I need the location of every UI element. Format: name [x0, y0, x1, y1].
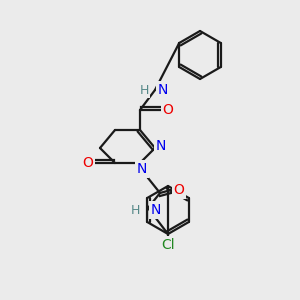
- Text: H: H: [139, 83, 149, 97]
- Text: N: N: [156, 139, 166, 153]
- Text: H: H: [130, 203, 140, 217]
- Text: O: O: [174, 183, 184, 197]
- Text: O: O: [82, 156, 93, 170]
- Text: N: N: [151, 203, 161, 217]
- Text: O: O: [163, 103, 173, 117]
- Text: N: N: [158, 83, 168, 97]
- Text: N: N: [137, 162, 147, 176]
- Text: Cl: Cl: [161, 238, 175, 252]
